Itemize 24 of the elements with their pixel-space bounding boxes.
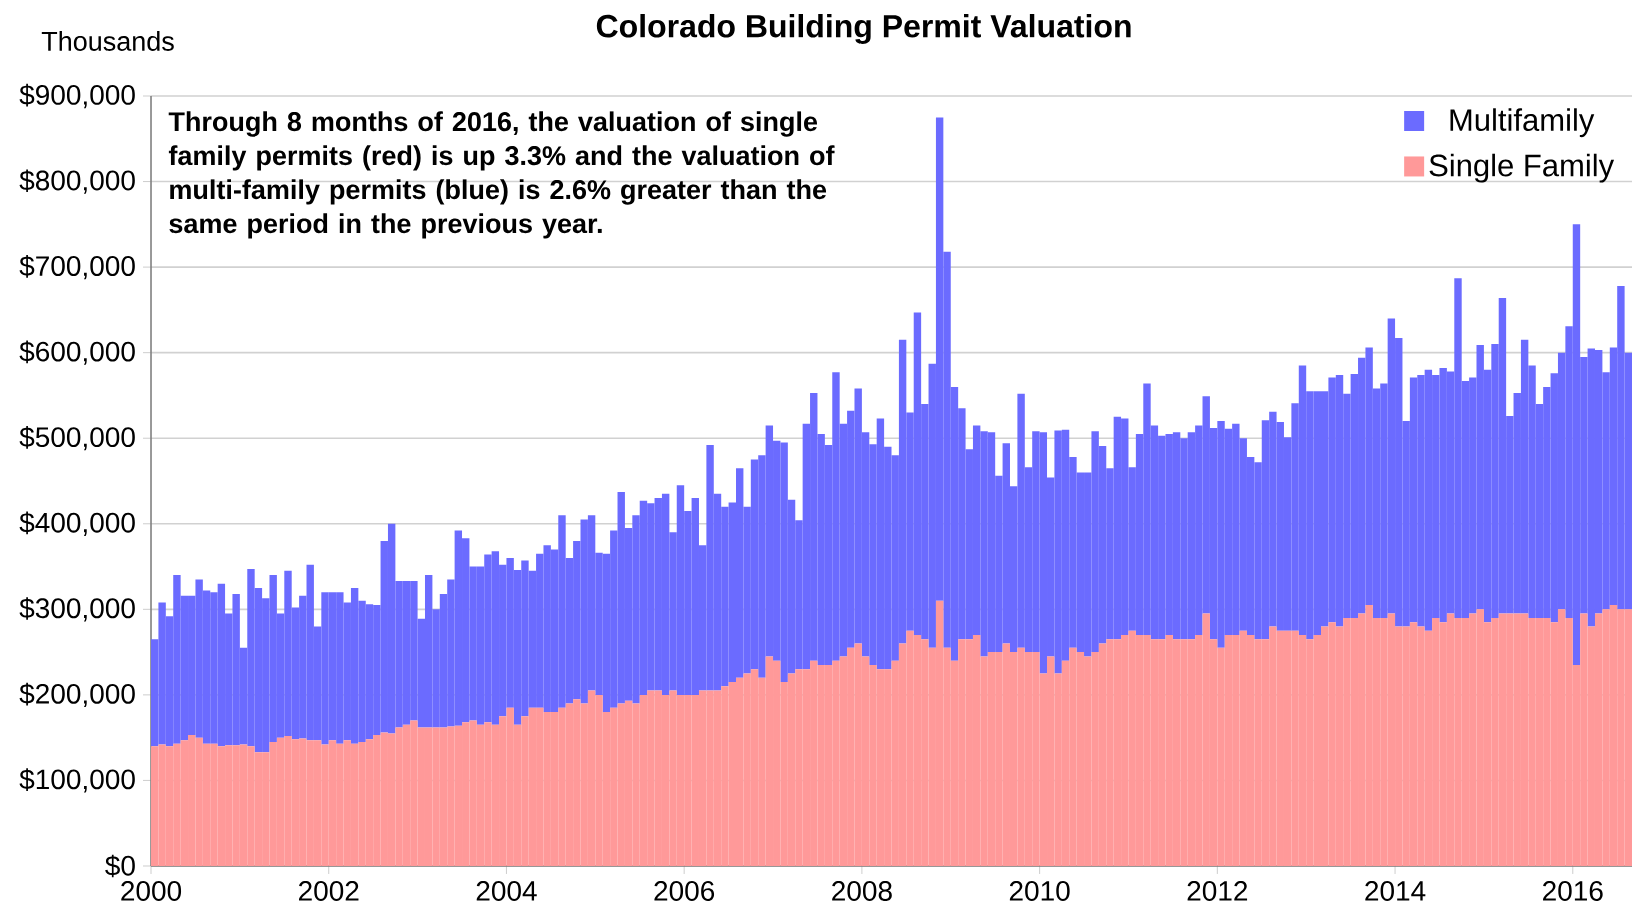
legend-label: Multifamily	[1450, 108, 1595, 138]
y-tick-label: $0	[105, 854, 135, 878]
y-tick-label: $700,000	[19, 254, 135, 280]
y-tick-label: $200,000	[19, 682, 135, 708]
x-tick-label: 2006	[654, 881, 715, 901]
x-tick-label: 2012	[1187, 881, 1248, 901]
y-tick-label: $800,000	[19, 169, 135, 194]
y-tick-label: $500,000	[19, 426, 135, 451]
y-tick-label: $300,000	[19, 597, 135, 622]
y-tick-label: $900,000	[19, 83, 135, 109]
x-tick-label: 2008	[832, 881, 892, 901]
chart-title: Colorado Building Permit Valuation	[596, 14, 1131, 44]
x-tick-label: 2004	[476, 881, 537, 901]
y-tick-label: $100,000	[19, 768, 135, 793]
x-tick-label: 2014	[1365, 881, 1426, 901]
annotation: Through 8 months of 2016, the valuation of single family permits (red) is up 3.3% and the valuation of multi-family permits (blue) is 2.6% greater than the same period in the previous year.	[168, 111, 835, 239]
x-tick-label: 2016	[1543, 881, 1603, 901]
x-tick-label: 2002	[299, 881, 359, 901]
x-tick-label: 2000	[121, 881, 182, 901]
legend-label: Single Family	[1429, 153, 1615, 183]
x-tick-label: 2010	[1009, 881, 1070, 901]
y-tick-label: $600,000	[19, 340, 135, 365]
y-tick-label: $400,000	[19, 511, 135, 536]
y-axis-title: Thousands	[41, 31, 174, 51]
